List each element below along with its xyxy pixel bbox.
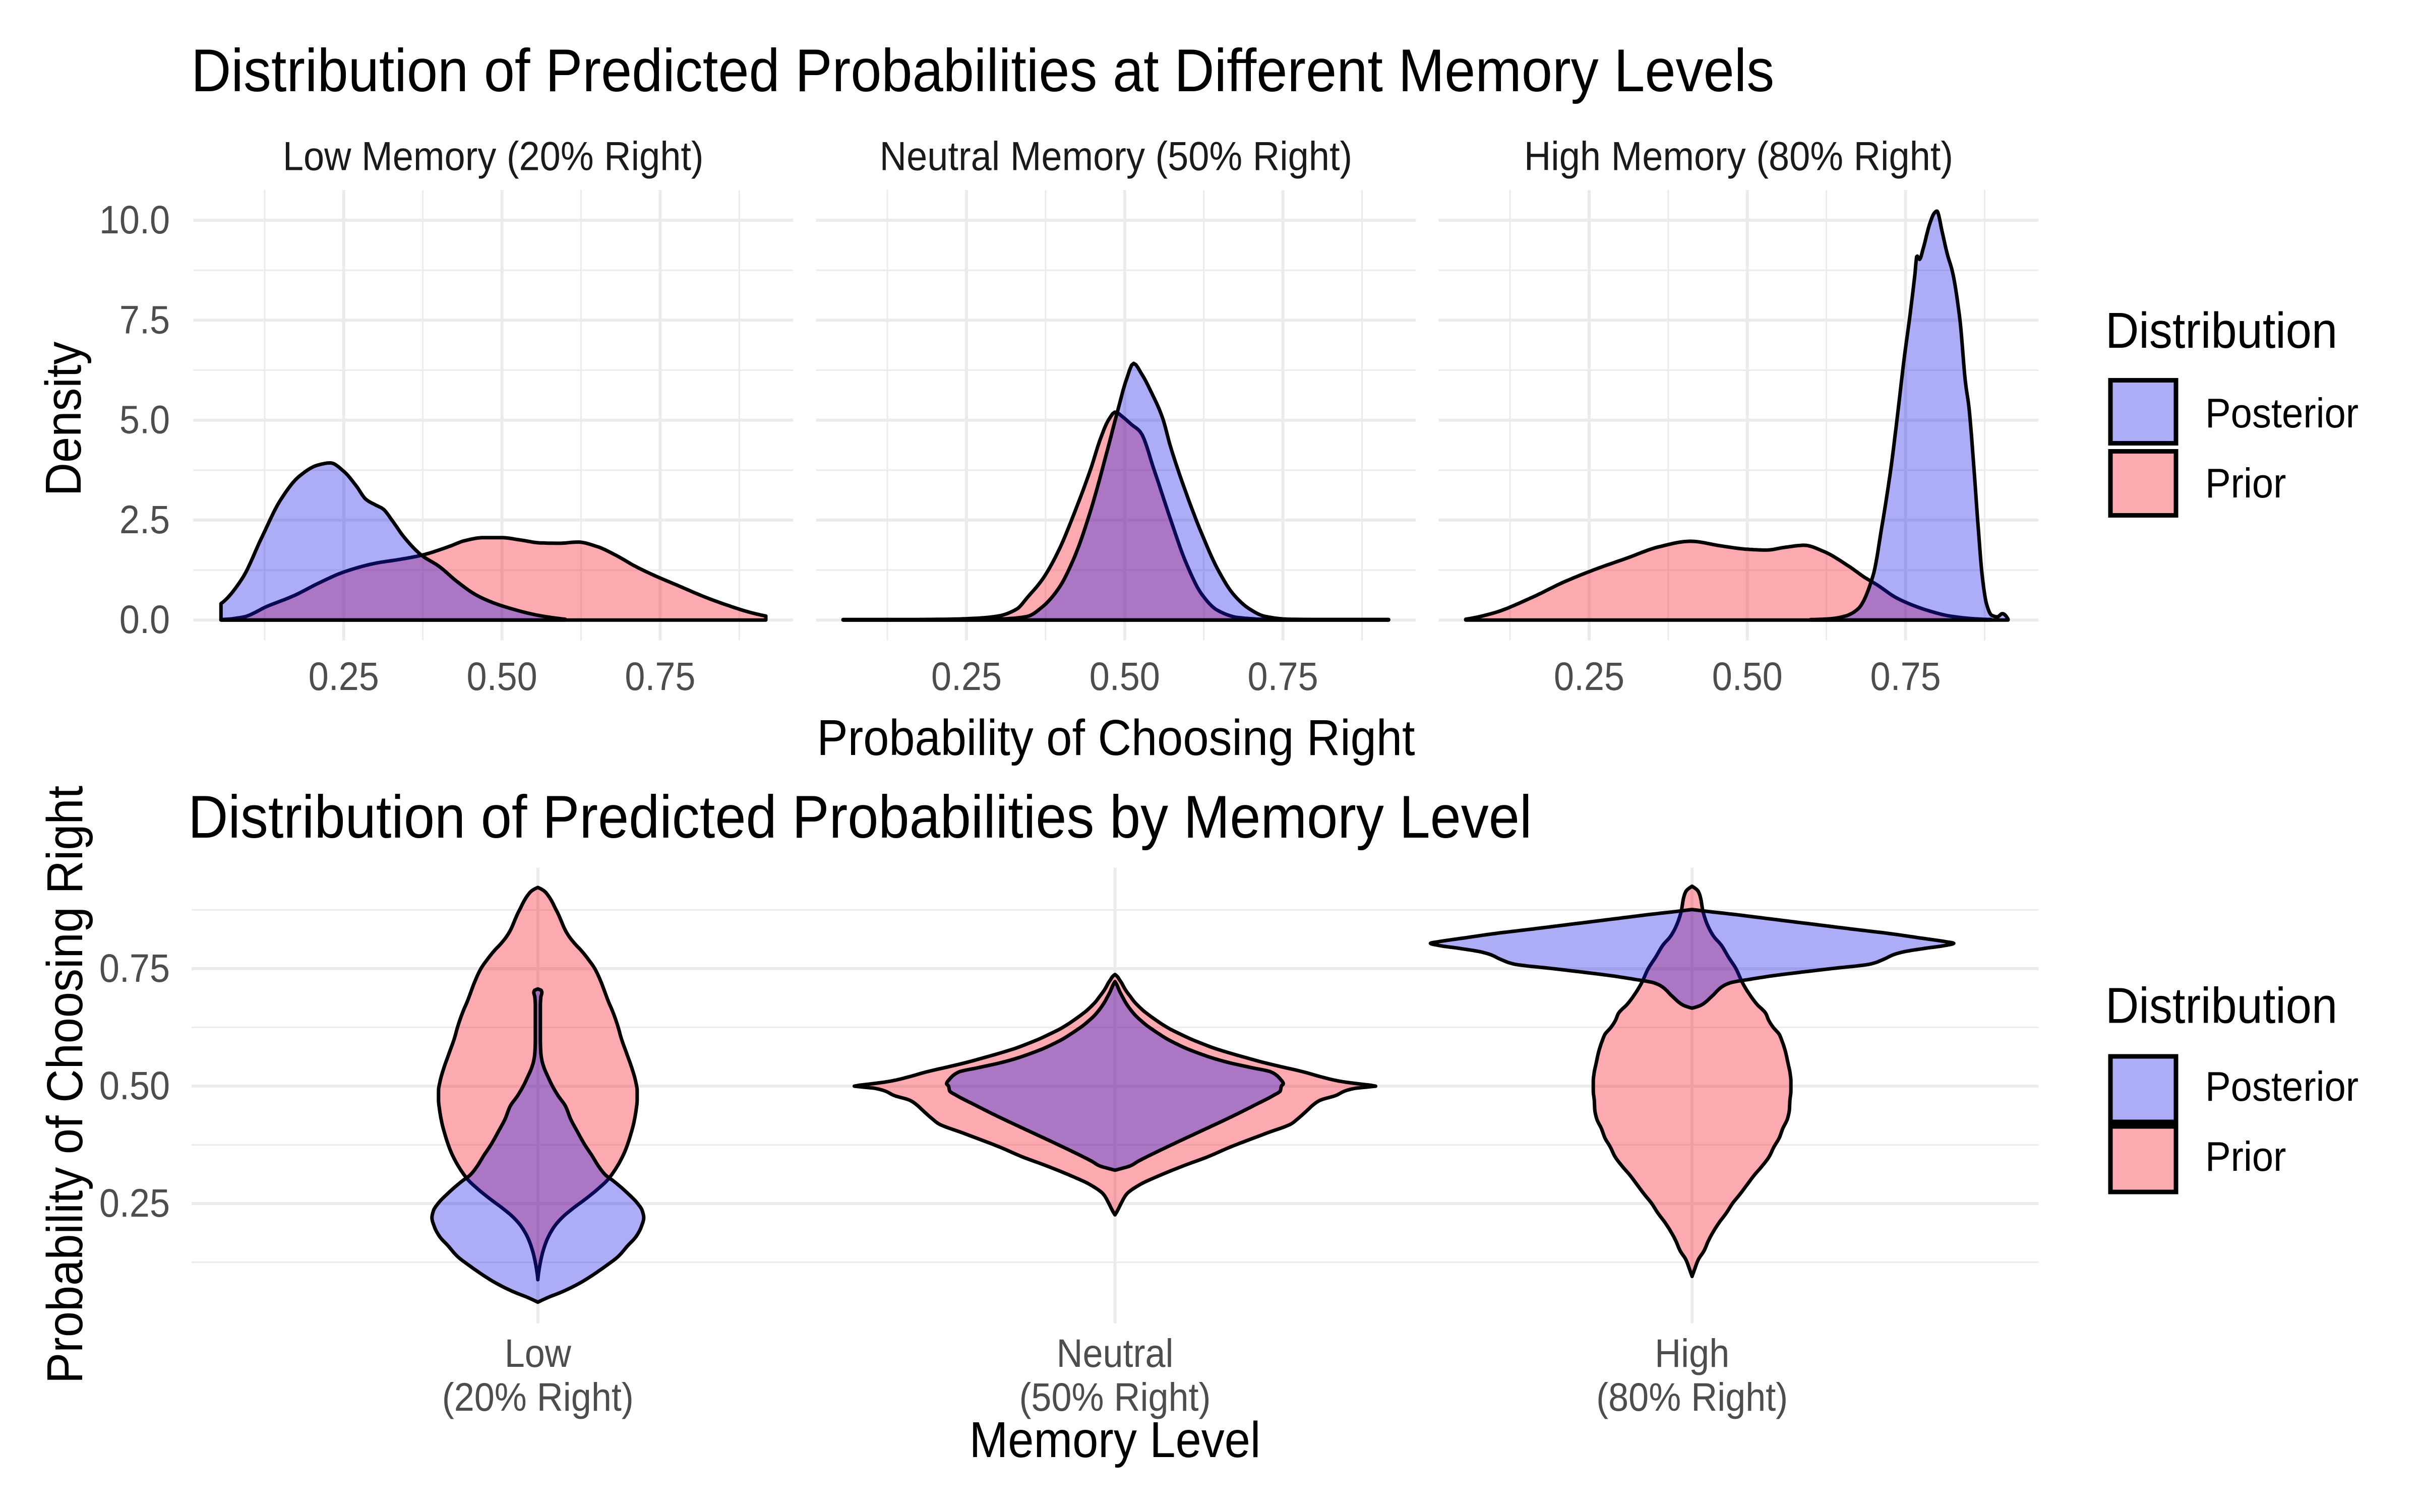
svg-text:0.50: 0.50 [1090, 654, 1160, 699]
svg-text:Low Memory (20% Right): Low Memory (20% Right) [283, 134, 704, 179]
svg-text:Posterior: Posterior [2205, 390, 2358, 436]
svg-text:High: High [1655, 1331, 1729, 1375]
svg-text:Low: Low [505, 1331, 572, 1375]
svg-text:0.25: 0.25 [1554, 654, 1624, 699]
svg-text:5.0: 5.0 [119, 398, 170, 442]
svg-text:0.0: 0.0 [119, 597, 170, 642]
svg-text:Distribution of Predicted Prob: Distribution of Predicted Probabilities … [188, 784, 1532, 851]
svg-text:Distribution: Distribution [2105, 302, 2337, 359]
svg-text:0.25: 0.25 [309, 654, 379, 699]
svg-text:(50% Right): (50% Right) [1019, 1375, 1211, 1419]
svg-text:0.50: 0.50 [1712, 654, 1783, 699]
svg-text:Density: Density [35, 342, 92, 496]
svg-text:0.25: 0.25 [931, 654, 1002, 699]
svg-text:(80% Right): (80% Right) [1596, 1375, 1788, 1419]
svg-text:0.50: 0.50 [467, 654, 537, 699]
svg-text:7.5: 7.5 [119, 297, 170, 342]
svg-text:High Memory (80% Right): High Memory (80% Right) [1524, 134, 1953, 179]
svg-text:Distribution: Distribution [2105, 978, 2337, 1034]
svg-text:Neutral Memory (50% Right): Neutral Memory (50% Right) [880, 134, 1352, 179]
svg-text:Probability of Choosing Right: Probability of Choosing Right [817, 710, 1415, 766]
svg-text:Neutral: Neutral [1056, 1331, 1173, 1375]
svg-text:0.25: 0.25 [99, 1181, 170, 1225]
svg-text:0.75: 0.75 [1248, 654, 1318, 699]
svg-text:0.75: 0.75 [625, 654, 695, 699]
svg-text:Posterior: Posterior [2205, 1063, 2358, 1110]
svg-text:2.5: 2.5 [119, 497, 170, 542]
svg-text:Probability of Choosing Right: Probability of Choosing Right [37, 786, 93, 1384]
svg-text:Distribution of Predicted Prob: Distribution of Predicted Probabilities … [191, 37, 1774, 104]
svg-text:0.50: 0.50 [99, 1063, 170, 1108]
svg-text:10.0: 10.0 [99, 198, 170, 242]
svg-text:(20% Right): (20% Right) [442, 1375, 634, 1419]
svg-text:Prior: Prior [2205, 1133, 2286, 1180]
svg-text:Prior: Prior [2205, 460, 2286, 507]
svg-text:Memory Level: Memory Level [970, 1412, 1261, 1468]
svg-text:0.75: 0.75 [99, 946, 170, 990]
svg-text:0.75: 0.75 [1870, 654, 1941, 699]
